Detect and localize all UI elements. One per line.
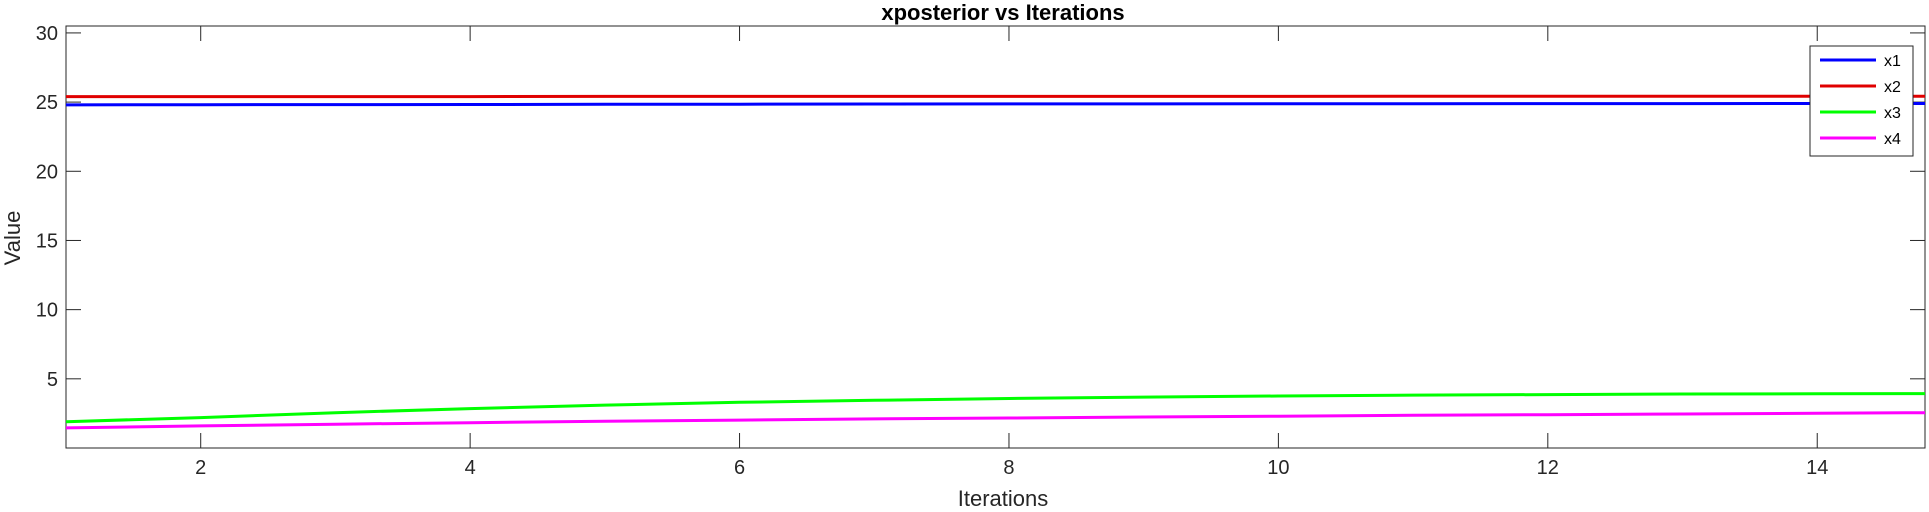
x-axis-title: Iterations xyxy=(958,486,1049,511)
x-tick-label: 4 xyxy=(465,457,476,479)
y-axis-title: Value xyxy=(0,211,25,266)
y-tick-label: 15 xyxy=(36,230,58,252)
y-tick-label: 5 xyxy=(47,369,58,391)
legend-label-x4: x4 xyxy=(1884,131,1901,148)
x-tick-label: 6 xyxy=(734,457,745,479)
y-tick-label: 30 xyxy=(36,23,58,45)
x-tick-label: 2 xyxy=(195,457,206,479)
series-line-x1 xyxy=(65,102,1925,107)
y-tick-label: 25 xyxy=(36,92,58,114)
x-tick-label: 12 xyxy=(1537,457,1559,479)
y-tick-label: 10 xyxy=(36,300,58,322)
legend-label-x2: x2 xyxy=(1884,79,1901,96)
legend-label-x1: x1 xyxy=(1884,53,1901,70)
axes-box xyxy=(65,25,1926,449)
x-tick-label: 14 xyxy=(1806,457,1828,479)
chart-title: xposterior vs Iterations xyxy=(881,0,1124,25)
plot-area: 2 4 6 8 10 12 14 5 10 15 20 25 30 x1 x2 x3 x4 xyxy=(36,23,1926,479)
y-tick-label: 20 xyxy=(36,161,58,183)
legend-label-x3: x3 xyxy=(1884,105,1901,122)
x-tick-label: 8 xyxy=(1003,457,1014,479)
x-tick-label: 10 xyxy=(1267,457,1289,479)
series-line-x3 xyxy=(65,392,1926,424)
series-line-x4 xyxy=(65,411,1926,430)
